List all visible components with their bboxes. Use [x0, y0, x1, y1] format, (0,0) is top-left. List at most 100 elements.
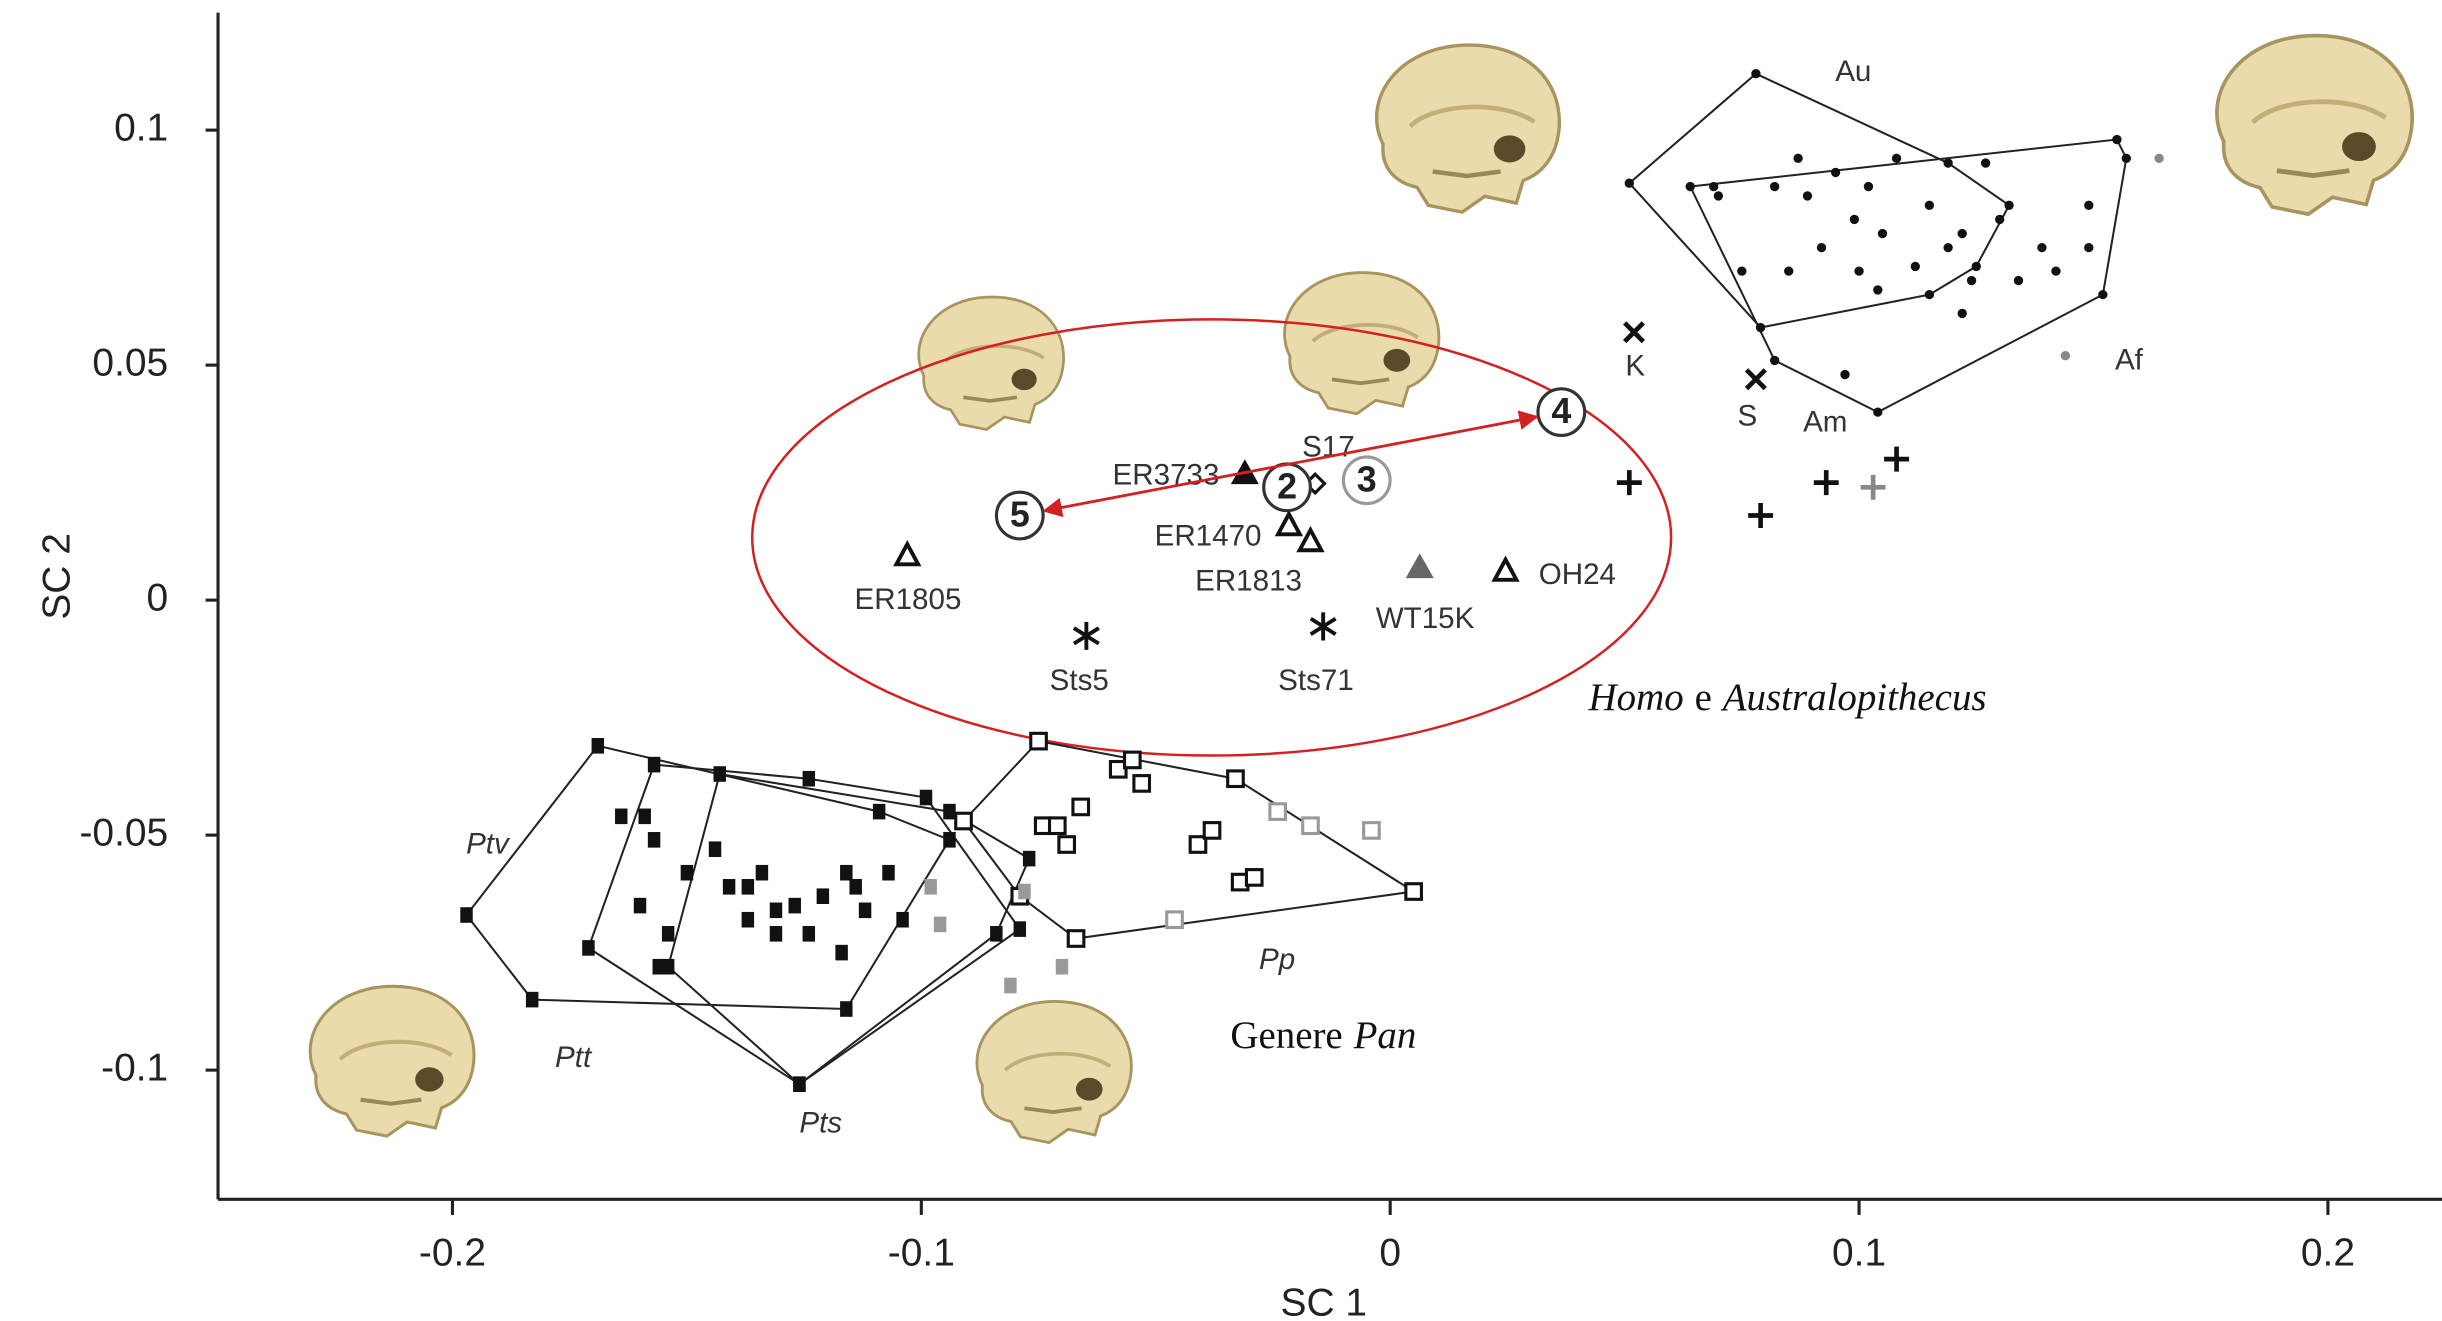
- point: [873, 804, 885, 820]
- point: [1864, 182, 1873, 191]
- series-label: Sts71: [1278, 664, 1354, 697]
- point: [840, 1001, 852, 1017]
- point: [662, 926, 674, 942]
- series-label: S: [1738, 399, 1758, 432]
- point: [840, 865, 852, 881]
- annotation-part: Genere: [1230, 1014, 1342, 1057]
- group-hull: [467, 746, 950, 1009]
- point: [460, 907, 472, 923]
- point: [1737, 266, 1746, 275]
- point: [638, 809, 650, 825]
- point: [1023, 851, 1035, 867]
- point: [1770, 182, 1779, 191]
- point: [849, 879, 861, 895]
- series-label: ER1470: [1155, 519, 1262, 552]
- point: [1134, 776, 1150, 792]
- point: [1406, 884, 1422, 900]
- series-label: WT15K: [1376, 602, 1475, 635]
- point: [1714, 191, 1723, 200]
- point: [662, 959, 674, 975]
- point: [1861, 475, 1886, 500]
- x-axis-label: SC 1: [1281, 1282, 1368, 1321]
- chart: SC 1 SC 2 -0.2-0.100.10.20.10.050-0.05-0…: [0, 0, 2442, 1321]
- point: [1943, 243, 1952, 252]
- point: [1784, 266, 1793, 275]
- point: [1278, 514, 1300, 534]
- point: [648, 832, 660, 848]
- point: [1709, 182, 1718, 191]
- point: [582, 940, 594, 956]
- point: [713, 766, 725, 782]
- point: [896, 912, 908, 928]
- point: [1050, 818, 1066, 834]
- series-label: Pp: [1259, 943, 1295, 976]
- point: [1018, 884, 1030, 900]
- point: [882, 865, 894, 881]
- point: [1943, 158, 1952, 167]
- point: [1686, 182, 1695, 191]
- group-hull: [1690, 140, 2126, 413]
- point: [956, 813, 972, 829]
- point: [1873, 285, 1882, 294]
- point: [1747, 370, 1766, 389]
- series-label: Af: [2115, 343, 2144, 376]
- point: [2004, 201, 2013, 210]
- point: [1004, 978, 1016, 994]
- point: [1814, 470, 1839, 495]
- point: [803, 771, 815, 787]
- point: [1817, 243, 1826, 252]
- point: [2098, 290, 2107, 299]
- y-tick-label: 0.1: [114, 106, 168, 149]
- point: [1228, 771, 1244, 787]
- point: [742, 879, 754, 895]
- point-number: 5: [1010, 495, 1030, 535]
- series-label: Ptv: [466, 828, 511, 861]
- y-axis-label: SC 2: [35, 533, 78, 620]
- point: [1056, 959, 1068, 975]
- point: [615, 809, 627, 825]
- point-number: 3: [1357, 459, 1377, 499]
- point: [789, 898, 801, 914]
- point: [1617, 470, 1642, 495]
- series-label: Sts5: [1050, 664, 1109, 697]
- point: [1167, 912, 1183, 928]
- point: [1364, 823, 1380, 839]
- point: [1925, 290, 1934, 299]
- x-tick-label: 0: [1379, 1232, 1401, 1275]
- point: [648, 757, 660, 773]
- point: [723, 879, 735, 895]
- point: [1958, 309, 1967, 318]
- point: [990, 926, 1002, 942]
- point: [1911, 262, 1920, 271]
- point: [1204, 823, 1220, 839]
- annotation-part: e: [1695, 676, 1712, 719]
- y-tick-label: -0.1: [101, 1046, 168, 1089]
- skull-image: [977, 1001, 1131, 1142]
- point: [934, 917, 946, 933]
- series-label: ER1805: [855, 583, 962, 616]
- point: [1031, 733, 1047, 749]
- point: [634, 898, 646, 914]
- point: [943, 832, 955, 848]
- point: [924, 879, 936, 895]
- point: [709, 841, 721, 857]
- point: [1068, 931, 1084, 947]
- point: [793, 1076, 805, 1092]
- point: [1850, 215, 1859, 224]
- point: [1854, 266, 1863, 275]
- point: [2037, 243, 2046, 252]
- y-tick-label: 0: [147, 576, 169, 619]
- point: [1873, 407, 1882, 416]
- point: [1311, 612, 1336, 640]
- point: [1756, 323, 1765, 332]
- skull-images: [310, 36, 2412, 1143]
- point: [2084, 243, 2093, 252]
- point: [1125, 752, 1141, 768]
- point: [1925, 201, 1934, 210]
- annotation-part: Australopithecus: [1720, 676, 1987, 719]
- point: [1073, 799, 1089, 815]
- point: [2051, 266, 2060, 275]
- point: [896, 544, 918, 564]
